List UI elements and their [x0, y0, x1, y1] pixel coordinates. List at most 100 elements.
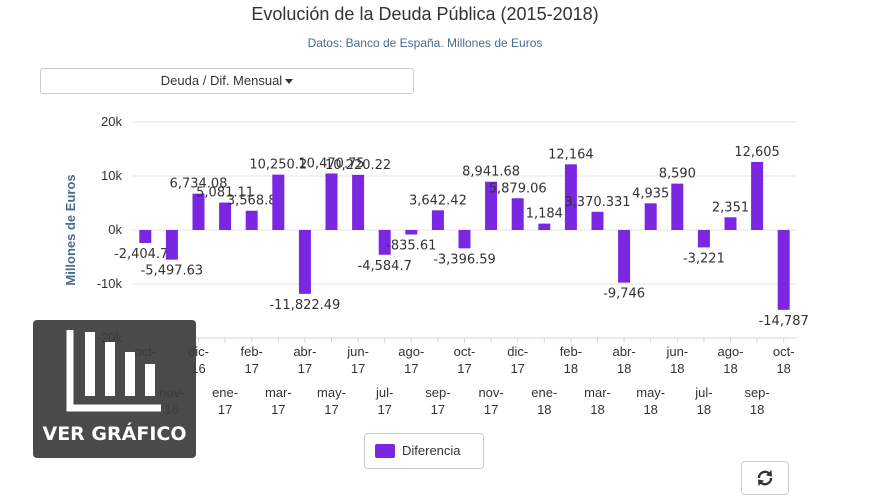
refresh-icon: [757, 470, 773, 486]
bar-7: [325, 173, 338, 230]
x-tick-label-year-6: 17: [298, 361, 312, 376]
bar-22: [724, 217, 737, 230]
bar-18: [618, 230, 631, 283]
refresh-button[interactable]: [741, 461, 789, 495]
bar-13: [485, 181, 498, 230]
x-tick-label-7: may-: [317, 385, 346, 400]
data-label-8: 10,220.22: [325, 158, 391, 173]
bar-17: [591, 211, 604, 230]
data-label-3: 5,081.11: [196, 186, 254, 201]
bar-14: [511, 198, 524, 230]
bar-3: [219, 202, 232, 230]
data-label-2: 6,734.08: [170, 177, 228, 192]
x-tick-label-year-21: 18: [697, 402, 711, 417]
chart-mode-dropdown[interactable]: Deuda / Dif. Mensual: [40, 68, 414, 94]
legend-item-diferencia[interactable]: Diferencia: [364, 433, 484, 469]
data-label-21: -3,221: [683, 251, 725, 266]
x-tick-label-17: mar-: [584, 385, 611, 400]
x-tick-label-year-4: 17: [244, 361, 258, 376]
data-label-6: -11,822.49: [269, 298, 340, 313]
x-tick-label-year-9: 17: [377, 402, 391, 417]
bar-19: [644, 203, 657, 230]
x-tick-label-year-3: 17: [218, 402, 232, 417]
x-tick-label-21: jul-: [694, 385, 712, 400]
x-tick-label-year-16: 18: [564, 361, 578, 376]
x-tick-label-3: ene-: [212, 385, 238, 400]
x-tick-label-year-12: 17: [457, 361, 471, 376]
data-label-14: 5,879.06: [489, 181, 547, 196]
x-tick-label-18: abr-: [613, 344, 636, 359]
chart-title: Evolución de la Deuda Pública (2015-2018…: [251, 4, 599, 24]
bar-21: [697, 230, 710, 248]
data-label-11: 3,642.42: [409, 193, 467, 208]
data-label-1: -5,497.63: [141, 264, 204, 279]
data-label-13: 8,941.68: [462, 165, 520, 180]
x-tick-label-9: jul-: [375, 385, 393, 400]
bar-20: [671, 183, 684, 230]
view-chart-label: VER GRÁFICO: [42, 423, 187, 445]
data-label-12: -3,396.59: [433, 252, 496, 267]
x-tick-label-23: sep-: [744, 385, 769, 400]
x-tick-label-14: dic-: [507, 344, 528, 359]
bar-11: [431, 210, 444, 230]
caret-down-icon: [285, 79, 294, 85]
legend-swatch: [375, 444, 395, 458]
x-tick-label-20: jun-: [665, 344, 688, 359]
bar-12: [458, 230, 471, 249]
x-tick-label-6: abr-: [293, 344, 316, 359]
data-label-15: 1,184: [526, 207, 563, 222]
data-label-17: 3,370.331: [564, 195, 630, 210]
data-label-24: -14,787: [759, 314, 809, 329]
x-tick-label-year-13: 17: [484, 402, 498, 417]
chart-mode-dropdown-label: Deuda / Dif. Mensual: [160, 73, 283, 88]
x-tick-label-4: feb-: [240, 344, 262, 359]
x-tick-label-13: nov-: [478, 385, 503, 400]
x-tick-label-year-14: 17: [510, 361, 524, 376]
bar-4: [245, 210, 258, 230]
data-label-22: 2,351: [712, 200, 749, 215]
data-label-19: 4,935: [632, 186, 669, 201]
bar-23: [751, 161, 764, 230]
x-tick-label-15: ene-: [531, 385, 557, 400]
x-tick-label-year-10: 17: [404, 361, 418, 376]
x-tick-label-10: ago-: [398, 344, 424, 359]
data-label-7: 10,470.75: [298, 156, 364, 171]
x-tick-label-11: sep-: [425, 385, 450, 400]
x-tick-label-year-24: 18: [776, 361, 790, 376]
bar-2: [192, 193, 205, 230]
x-tick-label-year-22: 18: [723, 361, 737, 376]
bar-0: [139, 230, 152, 243]
y-tick-label: 10k: [101, 168, 122, 183]
data-label-9: -4,584.7: [358, 259, 412, 274]
data-label-18: -9,746: [603, 287, 645, 302]
data-label-20: 8,590: [659, 167, 696, 182]
bar-10: [405, 230, 418, 235]
x-tick-label-year-5: 17: [271, 402, 285, 417]
chart-subtitle: Datos: Banco de España. Millones de Euro…: [307, 36, 543, 50]
bar-9: [378, 230, 391, 255]
bar-16: [564, 164, 577, 230]
bar-chart-logo-icon: [66, 330, 161, 412]
x-tick-label-year-23: 18: [750, 402, 764, 417]
view-chart-badge[interactable]: VER GRÁFICO: [33, 320, 196, 458]
x-tick-label-year-17: 18: [590, 402, 604, 417]
bar-15: [538, 223, 551, 230]
bar-5: [272, 174, 285, 230]
data-label-16: 12,164: [548, 147, 594, 162]
x-tick-label-year-18: 18: [617, 361, 631, 376]
x-tick-label-22: ago-: [717, 344, 743, 359]
legend-label: Diferencia: [402, 443, 461, 458]
x-tick-label-year-11: 17: [431, 402, 445, 417]
data-label-0: -2,404.77: [114, 247, 177, 262]
x-tick-label-year-15: 18: [537, 402, 551, 417]
x-tick-label-8: jun-: [346, 344, 369, 359]
data-label-4: 3,568.8: [227, 194, 277, 209]
bar-1: [165, 230, 178, 260]
bar-6: [298, 230, 311, 294]
x-tick-label-year-19: 18: [643, 402, 657, 417]
bar-24: [777, 230, 790, 310]
x-tick-label-19: may-: [636, 385, 665, 400]
x-tick-label-24: oct-: [773, 344, 795, 359]
x-tick-label-12: oct-: [454, 344, 476, 359]
x-tick-label-16: feb-: [560, 344, 582, 359]
